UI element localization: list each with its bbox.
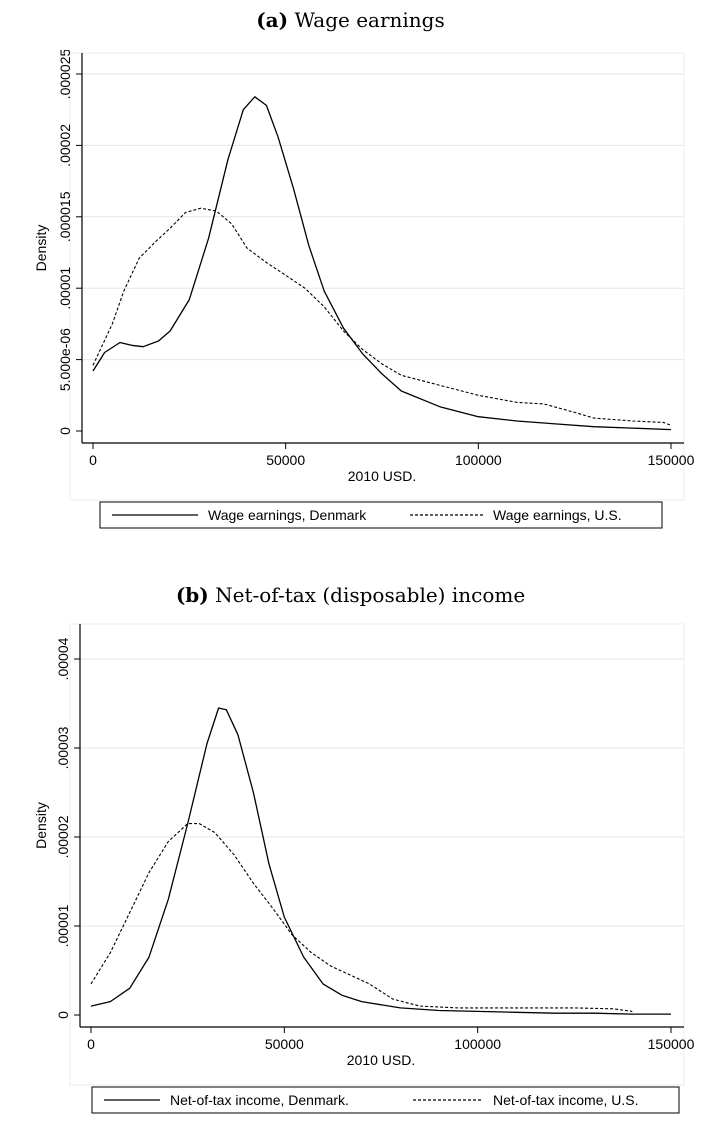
- chart-b-x-axis-title: 2010 USD.: [347, 1052, 415, 1068]
- chart-a-y-tick-label: 5.000e-06: [57, 328, 73, 391]
- chart-b-series-1-line: [90, 707, 671, 1015]
- chart-a-title: Wage earnings: [294, 8, 445, 32]
- chart-a-caption-label: (a): [256, 8, 289, 32]
- chart-a-x-tick-label: 0: [89, 452, 97, 468]
- chart-b-x-tick-label: 0: [87, 1036, 95, 1052]
- chart-a-plot-area: [69, 52, 685, 501]
- chart-b-caption-label: (b): [175, 583, 209, 607]
- chart-b-x-tick-label: 100000: [454, 1036, 501, 1052]
- chart-b-legend-box: [91, 1086, 680, 1114]
- chart-b-y-tick-label: .00003: [55, 726, 71, 769]
- chart-a-x-tick-label: 150000: [648, 452, 695, 468]
- chart-a-y-tick-label: .00001: [57, 267, 73, 310]
- chart-b-legend-label-2: Net-of-tax income, U.S.: [493, 1092, 639, 1108]
- chart-a-legend-label-2: Wage earnings, U.S.: [493, 507, 622, 523]
- chart-a-series-2-line: [92, 207, 672, 426]
- chart-b-plot-area: [69, 623, 685, 1086]
- chart-b-y-axis-title: Density: [33, 802, 49, 849]
- chart-b-series-2-line: [90, 823, 633, 1012]
- chart-a-y-tick-label: .000025: [57, 50, 73, 99]
- chart-b-y-tick-label: .00004: [55, 637, 71, 680]
- chart-a-x-axis-title: 2010 USD.: [348, 468, 416, 484]
- chart-b-title: Net-of-tax (disposable) income: [215, 583, 526, 607]
- chart-b-x-tick-label: 150000: [648, 1036, 695, 1052]
- chart-b-x-tick-label: 50000: [265, 1036, 304, 1052]
- chart-a-legend-label-1: Wage earnings, Denmark: [208, 507, 367, 523]
- chart-b: 0 .00001 .00002 .00003 .00004 0 50000 100000 150…: [33, 623, 695, 1114]
- chart-a-x-tick-label: 50000: [266, 452, 305, 468]
- chart-a-series-1-line: [92, 96, 672, 431]
- chart-a-y-tick-label: 0: [57, 427, 73, 435]
- chart-b-caption: (b) Net-of-tax (disposable) income: [0, 583, 701, 607]
- chart-a-y-tick-label: .00002: [57, 124, 73, 167]
- chart-b-y-tick-label: 0: [55, 1011, 71, 1019]
- chart-a: 0 5.000e-06 .00001 .000015 .00002 .000025 0 500…: [33, 50, 695, 529]
- chart-b-legend-label-1: Net-of-tax income, Denmark.: [170, 1092, 349, 1108]
- chart-a-y-tick-label: .000015: [57, 191, 73, 242]
- chart-b-y-tick-label: .00001: [55, 904, 71, 947]
- chart-a-x-tick-label: 100000: [455, 452, 502, 468]
- chart-a-y-axis-title: Density: [33, 225, 49, 272]
- chart-a-caption: (a) Wage earnings: [0, 8, 701, 32]
- chart-b-y-tick-label: .00002: [55, 815, 71, 858]
